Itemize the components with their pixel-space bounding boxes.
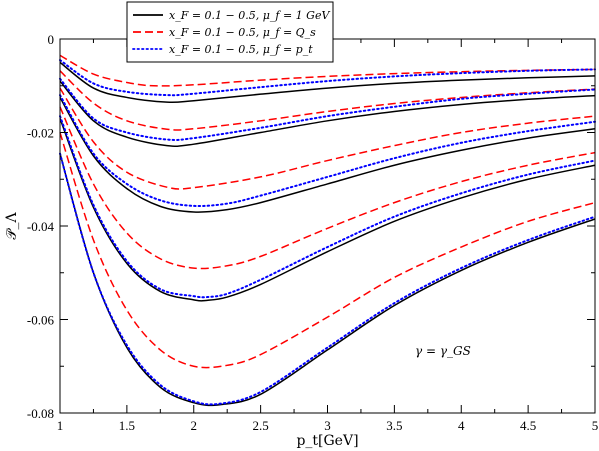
legend: x_F = 0.1 − 0.5, μ_f = 1 GeV x_F = 0.1 − … <box>126 1 334 63</box>
y-tick-label: -0.06 <box>27 313 55 328</box>
y-tick-label: 0 <box>48 32 55 47</box>
legend-label-pt: x_F = 0.1 − 0.5, μ_f = p_t <box>169 43 313 56</box>
series-line-Qs-9 <box>59 132 596 369</box>
ticks-layer: 1 1.5 2 2.5 3 3.5 4 4.5 5 0 -0.02 -0.04 -0.06 -0.08 <box>27 32 598 433</box>
series-layer <box>59 54 596 407</box>
annotation-gamma: γ = γ_GS <box>415 344 471 358</box>
legend-label-mu1: x_F = 0.1 − 0.5, μ_f = 1 GeV <box>169 9 330 22</box>
series-line-mu1-2 <box>59 97 596 213</box>
series-line-Qs-5 <box>59 54 596 87</box>
y-tick-label: -0.08 <box>27 406 54 421</box>
series-line-mu1-1 <box>59 80 596 147</box>
x-axis-label: p_t[GeV] <box>296 433 358 449</box>
series-line-mu1-3 <box>59 118 596 302</box>
x-tick-label: 3.5 <box>386 418 402 433</box>
series-line-pt-12 <box>59 94 596 208</box>
series-line-pt-13 <box>59 115 596 299</box>
x-tick-label: 3 <box>324 418 331 433</box>
y-axis-label: 𝒫_Λ <box>4 212 20 240</box>
series-line-pt-10 <box>59 59 596 97</box>
y-tick-label: -0.04 <box>27 219 55 234</box>
legend-label-Qs: x_F = 0.1 − 0.5, μ_f = Q_s <box>169 26 316 39</box>
x-tick-label: 1 <box>57 418 64 433</box>
series-line-Qs-6 <box>59 70 596 131</box>
plot-frame <box>59 38 596 414</box>
x-tick-label: 2 <box>191 418 198 433</box>
series-line-mu1-0 <box>59 61 596 104</box>
series-line-Qs-7 <box>59 87 596 190</box>
series-line-pt-11 <box>59 77 596 141</box>
series-line-Qs-8 <box>59 106 596 270</box>
x-tick-label: 5 <box>592 418 599 433</box>
y-tick-label: -0.02 <box>27 126 54 141</box>
x-tick-label: 4 <box>458 418 465 433</box>
labels-layer: p_t[GeV] 𝒫_Λ γ = γ_GS <box>4 212 471 449</box>
x-tick-label: 4.5 <box>520 418 536 433</box>
series-line-pt-14 <box>59 152 596 406</box>
x-tick-label: 1.5 <box>119 418 135 433</box>
x-tick-label: 2.5 <box>253 418 269 433</box>
